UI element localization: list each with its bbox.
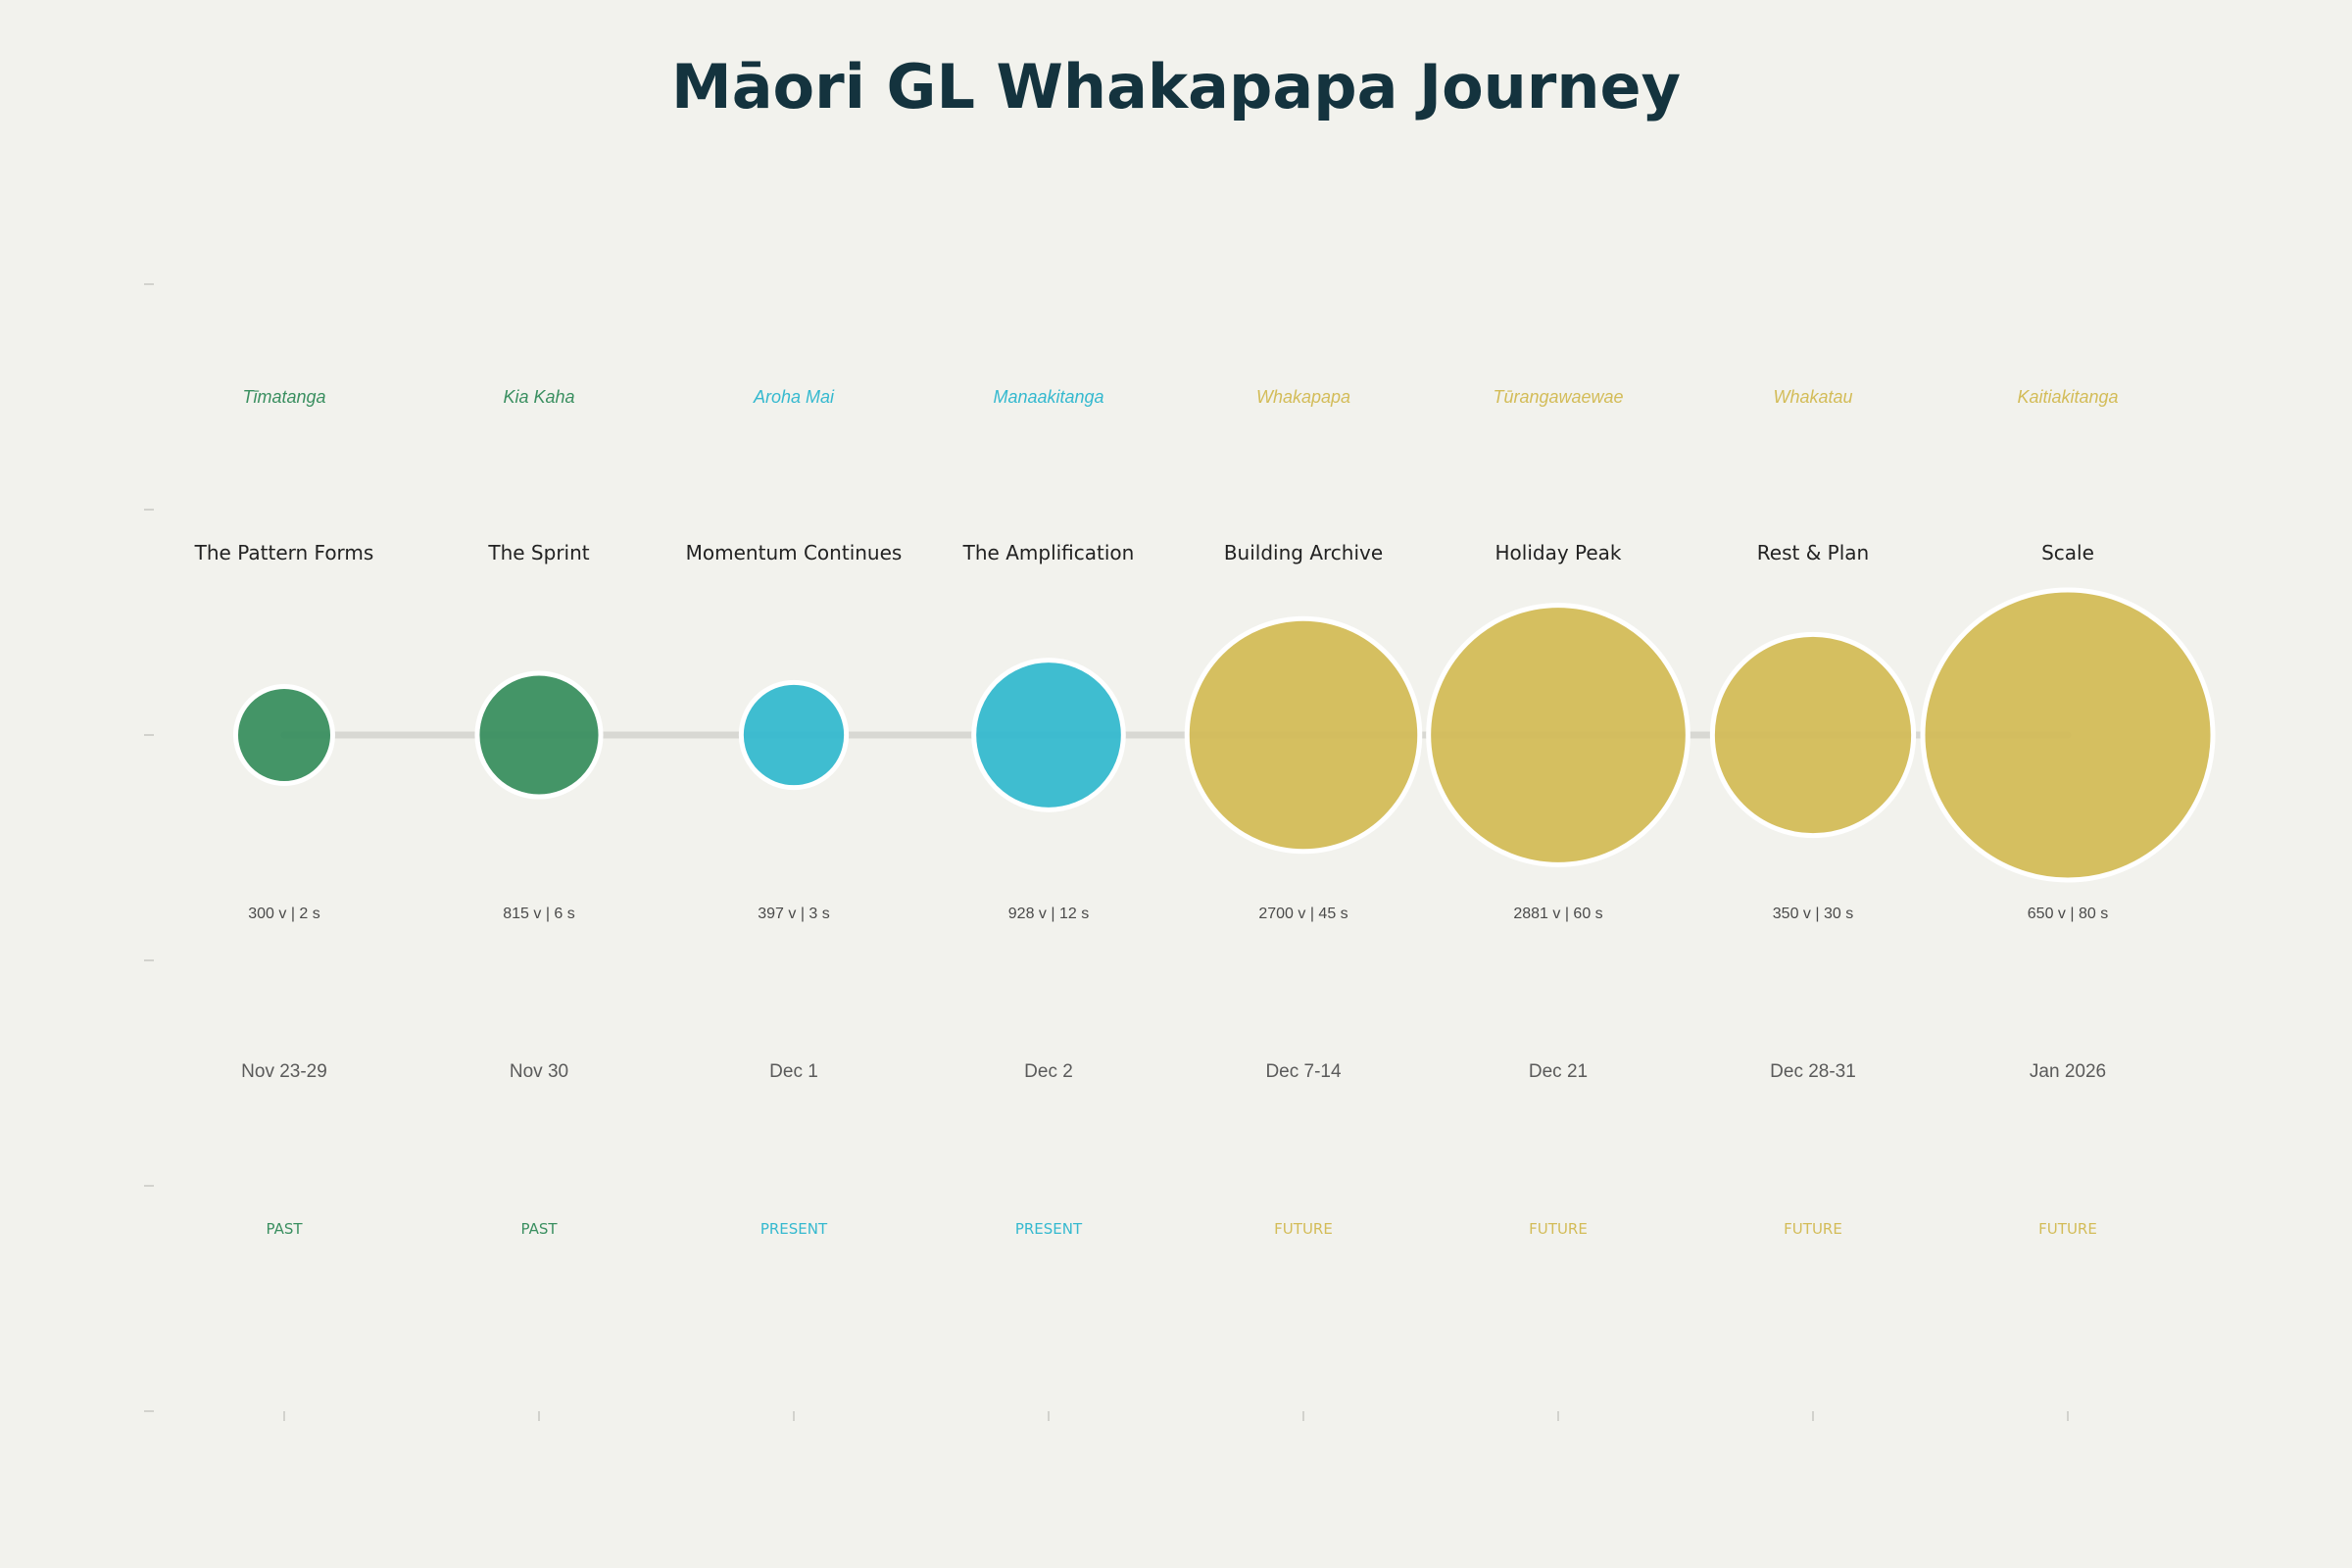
milestone-phase-label: PRESENT bbox=[1015, 1220, 1083, 1238]
milestone-maori-label: Kia Kaha bbox=[503, 387, 574, 407]
milestone-stat-label: 2700 v | 45 s bbox=[1258, 906, 1348, 922]
milestone-title: Holiday Peak bbox=[1494, 541, 1621, 564]
milestone-date-label: Dec 28-31 bbox=[1770, 1061, 1856, 1082]
milestone-maori-label: Aroha Mai bbox=[753, 387, 835, 407]
milestone-maori-label: Kaitiakitanga bbox=[2017, 387, 2118, 407]
milestone-title: Rest & Plan bbox=[1757, 541, 1869, 564]
milestone-phase-label: FUTURE bbox=[1529, 1220, 1588, 1238]
milestone-title: Momentum Continues bbox=[686, 541, 903, 564]
milestone-stat-label: 815 v | 6 s bbox=[503, 906, 575, 922]
milestone-bubble[interactable] bbox=[233, 684, 335, 786]
milestone-maori-label: Manaakitanga bbox=[993, 387, 1103, 407]
milestone-maori-label: Tīmatanga bbox=[242, 387, 325, 407]
milestone-title: Building Archive bbox=[1224, 541, 1383, 564]
milestone-phase-label: PRESENT bbox=[760, 1220, 828, 1238]
milestone-phase-label: FUTURE bbox=[1784, 1220, 1842, 1238]
milestone-stat-label: 300 v | 2 s bbox=[248, 906, 320, 922]
milestone-bubble[interactable] bbox=[1709, 631, 1917, 839]
milestone-phase-label: PAST bbox=[266, 1220, 303, 1238]
milestone-title: The Pattern Forms bbox=[194, 541, 374, 564]
milestone-stat-label: 650 v | 80 s bbox=[2028, 906, 2108, 922]
milestone-date-label: Dec 21 bbox=[1529, 1061, 1588, 1082]
milestone-bubble[interactable] bbox=[1426, 603, 1690, 867]
milestone-stat-label: 350 v | 30 s bbox=[1773, 906, 1853, 922]
milestone-maori-label: Tūrangawaewae bbox=[1493, 387, 1623, 407]
milestone-stat-label: 928 v | 12 s bbox=[1008, 906, 1089, 922]
milestone-date-label: Nov 30 bbox=[510, 1061, 568, 1082]
milestone-bubble[interactable] bbox=[971, 658, 1126, 812]
milestone-bubble[interactable] bbox=[738, 679, 850, 791]
milestone-title: The Sprint bbox=[487, 541, 589, 564]
milestone-date-label: Jan 2026 bbox=[2030, 1061, 2106, 1082]
milestone-phase-label: PAST bbox=[520, 1220, 558, 1238]
milestone-date-label: Dec 1 bbox=[769, 1061, 818, 1082]
milestone-bubble[interactable] bbox=[474, 670, 604, 800]
milestone-maori-label: Whakatau bbox=[1773, 387, 1852, 407]
milestone-stat-label: 2881 v | 60 s bbox=[1513, 906, 1602, 922]
milestone-maori-label: Whakapapa bbox=[1256, 387, 1350, 407]
milestone-stat-label: 397 v | 3 s bbox=[758, 906, 830, 922]
milestone-bubble[interactable] bbox=[1184, 615, 1423, 855]
milestone-title: Scale bbox=[2041, 541, 2094, 564]
milestone-date-label: Nov 23-29 bbox=[241, 1061, 327, 1082]
milestone-phase-label: FUTURE bbox=[1274, 1220, 1333, 1238]
milestone-phase-label: FUTURE bbox=[2038, 1220, 2097, 1238]
milestone-bubble[interactable] bbox=[1920, 587, 2216, 883]
milestone-date-label: Dec 7-14 bbox=[1265, 1061, 1342, 1082]
milestone-title: The Amplification bbox=[962, 541, 1135, 564]
milestone-date-label: Dec 2 bbox=[1024, 1061, 1073, 1082]
chart-title: Māori GL Whakapapa Journey bbox=[671, 51, 1681, 122]
